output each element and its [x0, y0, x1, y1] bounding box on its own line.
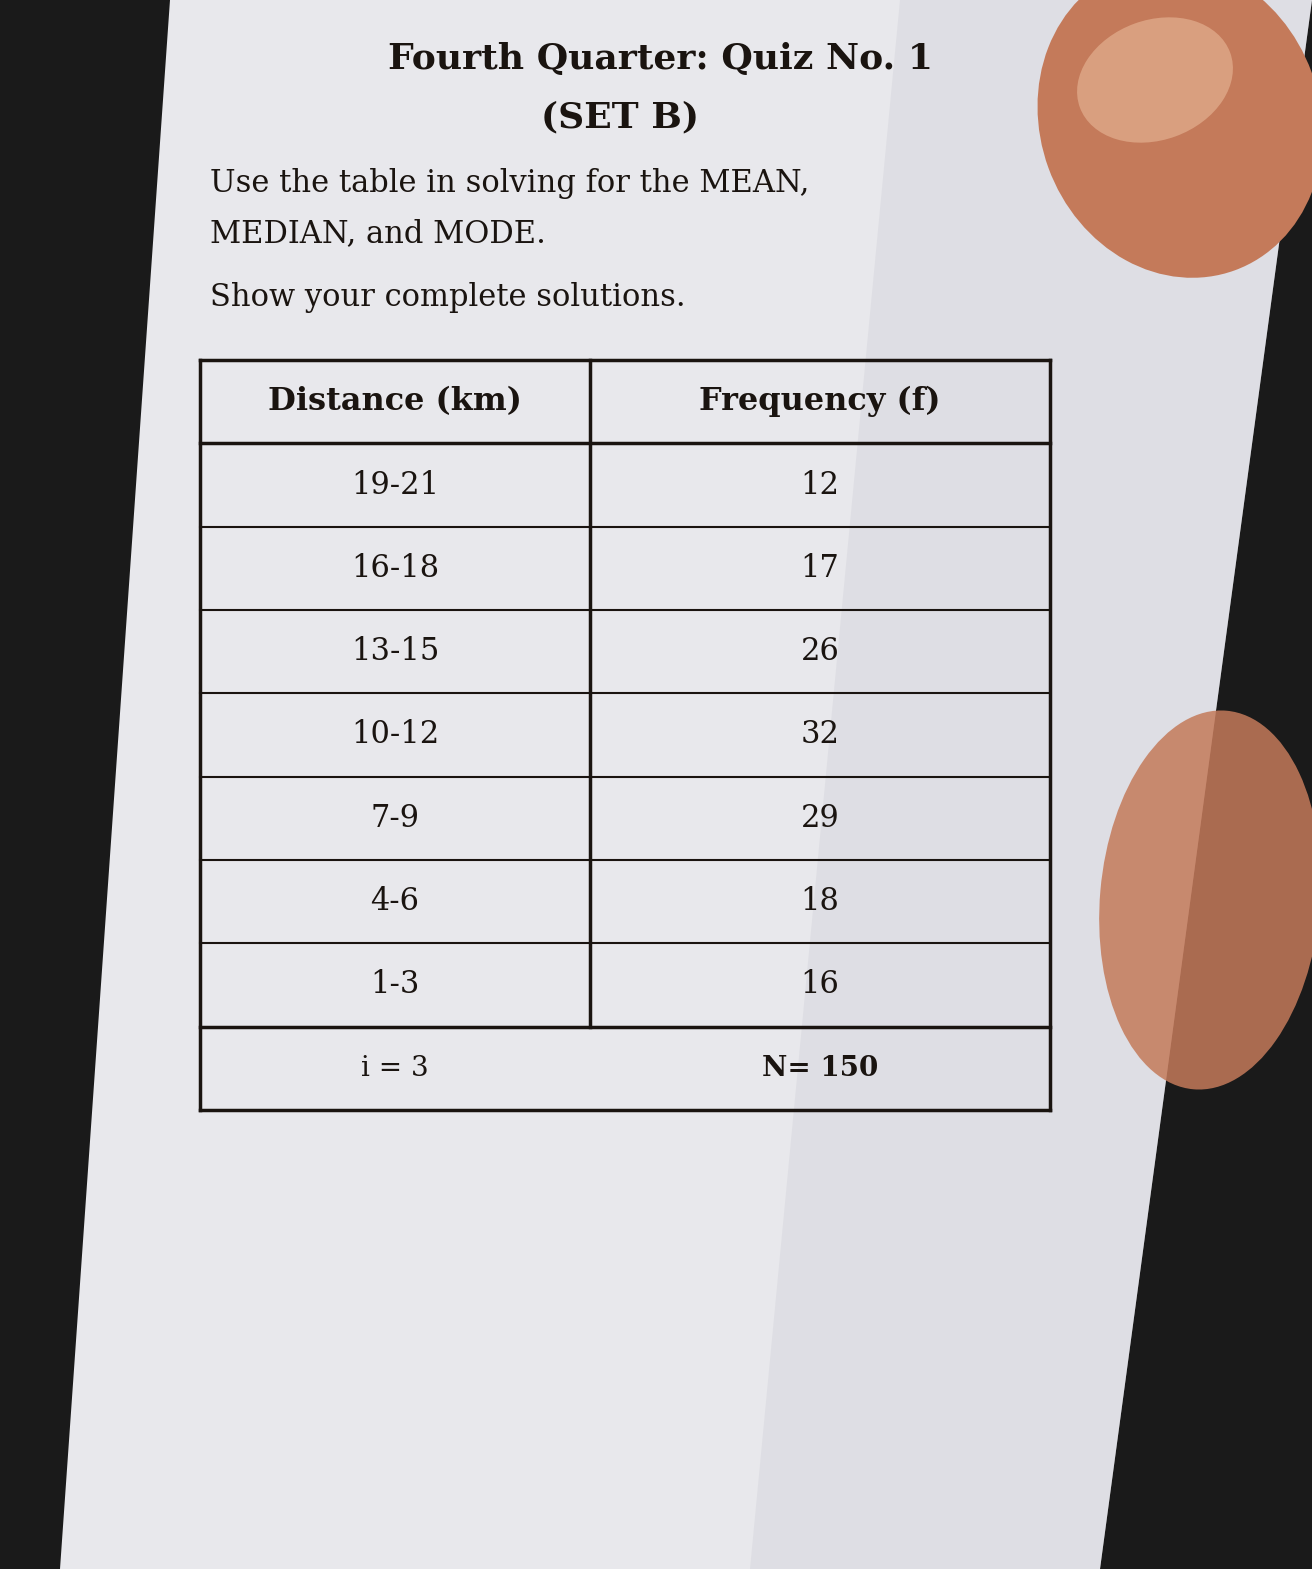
Text: 19-21: 19-21 — [350, 469, 440, 501]
Text: 10-12: 10-12 — [350, 720, 440, 750]
Ellipse shape — [1038, 0, 1312, 278]
Text: 12: 12 — [800, 469, 840, 501]
Text: i = 3: i = 3 — [361, 1054, 429, 1083]
Text: 29: 29 — [800, 803, 840, 833]
Text: 18: 18 — [800, 886, 840, 918]
Text: 32: 32 — [800, 720, 840, 750]
Polygon shape — [60, 0, 1312, 1569]
Text: 16: 16 — [800, 970, 840, 1001]
Ellipse shape — [1099, 711, 1312, 1089]
Text: N= 150: N= 150 — [762, 1054, 878, 1083]
Polygon shape — [750, 0, 1312, 1569]
Text: 13-15: 13-15 — [350, 635, 440, 667]
Text: (SET B): (SET B) — [541, 100, 699, 133]
Text: Show your complete solutions.: Show your complete solutions. — [210, 282, 686, 312]
Text: 7-9: 7-9 — [370, 803, 420, 833]
Text: Frequency (f): Frequency (f) — [699, 386, 941, 417]
Text: 26: 26 — [800, 635, 840, 667]
Text: Fourth Quarter: Quiz No. 1: Fourth Quarter: Quiz No. 1 — [387, 42, 933, 75]
Text: MEDIAN, and MODE.: MEDIAN, and MODE. — [210, 218, 546, 249]
Text: 4-6: 4-6 — [370, 886, 420, 918]
Ellipse shape — [1077, 17, 1233, 143]
Text: Use the table in solving for the MEAN,: Use the table in solving for the MEAN, — [210, 168, 810, 199]
Text: 1-3: 1-3 — [370, 970, 420, 1001]
Text: Distance (km): Distance (km) — [268, 386, 522, 417]
Text: 16-18: 16-18 — [350, 552, 440, 584]
Text: 17: 17 — [800, 552, 840, 584]
